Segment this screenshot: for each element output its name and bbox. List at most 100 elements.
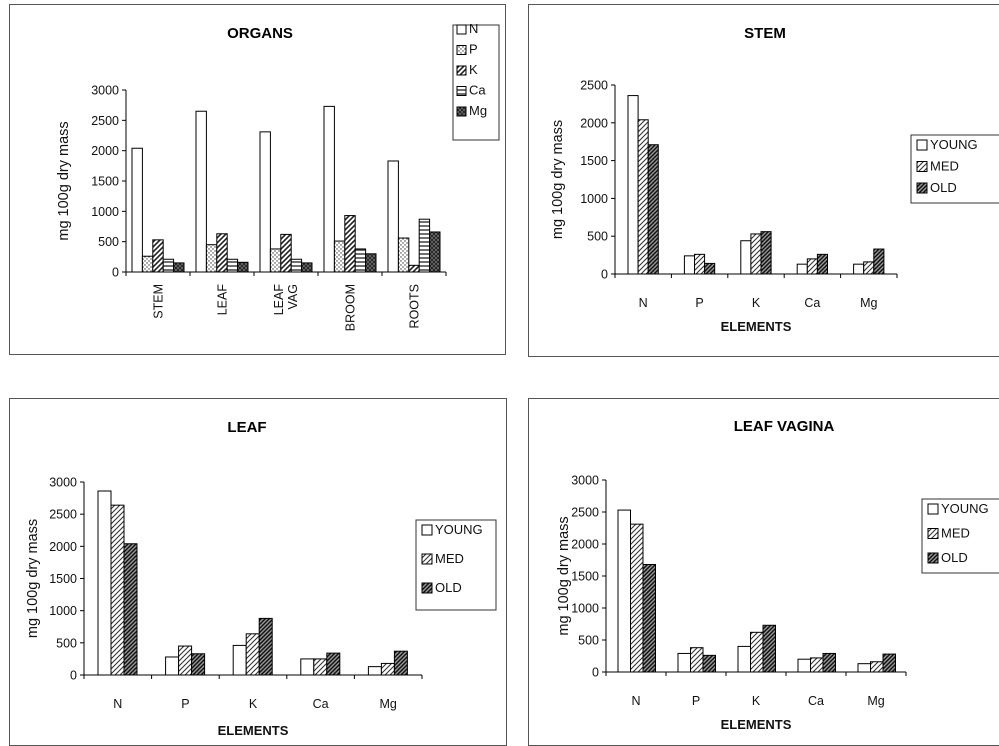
organs-bar-p-leaf	[205, 244, 218, 273]
leaf-vagina-y-tick-label: 2500	[571, 506, 599, 520]
leaf-vagina-bar-med-mg	[870, 661, 884, 673]
organs-x-tick-label: LEAFVAG	[272, 284, 300, 316]
organs-bar-n-broom	[323, 105, 335, 273]
organs-x-tick-label: STEM	[152, 284, 166, 319]
leaf-bar-young-mg	[367, 666, 382, 676]
leaf-y-axis-label: mg 100g dry mass	[25, 519, 41, 638]
stem-bar-old-k	[760, 231, 772, 275]
organs-bar-k-leaf-vag	[280, 233, 292, 273]
organs-bar-k-broom	[344, 215, 356, 273]
organs-legend-label-ca: Ca	[469, 83, 486, 98]
organs-y-tick-label: 1500	[91, 175, 119, 189]
organs-legend-swatch-k	[456, 65, 467, 76]
stem-y-tick-label: 1500	[580, 154, 608, 168]
organs-bar-k-stem	[152, 239, 164, 273]
organs-bar-n-roots	[387, 160, 399, 273]
leaf-bar-old-mg	[393, 650, 408, 676]
stem-bar-young-k	[740, 240, 752, 275]
leaf-vagina-bar-old-p	[702, 654, 716, 673]
leaf-bar-young-p	[165, 656, 180, 676]
leaf-x-tick-label: Mg	[380, 697, 397, 711]
stem-bar-young-n	[627, 95, 639, 275]
leaf-vagina-bar-med-p	[690, 647, 704, 673]
leaf-vagina-y-axis-label: mg 100g dry mass	[556, 516, 572, 635]
organs-bar-n-leaf	[195, 110, 207, 273]
organs-bar-mg-roots	[429, 231, 441, 273]
leaf-title: LEAF	[227, 419, 266, 436]
leaf-y-tick-label: 2500	[49, 508, 77, 522]
leaf-vagina-legend-label-old: OLD	[941, 550, 968, 565]
leaf-vagina-legend-label-young: YOUNG	[941, 501, 989, 516]
leaf-y-tick-label: 3000	[49, 476, 77, 490]
organs-bar-n-leaf-vag	[259, 131, 271, 273]
leaf-vagina-bar-young-ca	[797, 658, 811, 673]
organs-legend-swatch-mg	[456, 106, 467, 117]
organs-legend-box	[452, 24, 500, 141]
organs-x-tick-label: BROOM	[344, 284, 358, 331]
leaf-vagina-bar-young-n	[617, 509, 631, 673]
stem-bar-young-p	[683, 255, 696, 275]
organs-bar-k-roots	[408, 264, 420, 273]
leaf-legend-swatch-med	[421, 553, 433, 565]
stem-legend-label-young: YOUNG	[930, 137, 978, 152]
organs-y-tick-label: 2500	[91, 114, 119, 128]
stem-x-tick-label: K	[752, 296, 761, 310]
organs-legend-label-mg: Mg	[469, 103, 487, 118]
organs-legend-swatch-n	[456, 24, 467, 35]
leaf-bar-med-n	[110, 504, 125, 676]
organs-bar-k-leaf	[216, 233, 228, 273]
stem-y-tick-label: 1000	[580, 192, 608, 206]
leaf-bar-old-k	[258, 617, 273, 676]
stem-bar-med-ca	[806, 258, 818, 275]
leaf-x-tick-label: K	[249, 697, 258, 711]
organs-bar-ca-roots	[418, 218, 431, 273]
organs-legend-swatch-p	[456, 45, 467, 55]
organs-bar-p-stem	[141, 255, 154, 273]
leaf-bar-med-ca	[313, 658, 328, 676]
organs-legend-label-n: N	[469, 21, 478, 36]
organs-y-tick-label: 1000	[91, 205, 119, 219]
stem-x-tick-label: Mg	[860, 296, 877, 310]
leaf-vagina-legend-label-med: MED	[941, 526, 970, 541]
organs-x-tick-label: LEAF	[216, 284, 230, 316]
leaf-x-axis-label: ELEMENTS	[218, 723, 289, 738]
organs-bar-ca-leaf-vag	[290, 258, 303, 273]
leaf-vagina-bar-med-n	[630, 523, 644, 673]
stem-bar-med-p	[694, 253, 706, 275]
organs-y-tick-label: 0	[112, 266, 119, 280]
leaf-vagina-bar-old-n	[642, 563, 656, 673]
leaf-vagina-x-tick-label: Mg	[867, 694, 884, 708]
leaf-vagina-legend-swatch-young	[927, 503, 939, 515]
organs-x-tick-label: ROOTS	[408, 284, 422, 328]
organs-bar-p-leaf-vag	[269, 248, 282, 273]
organs-bar-n-stem	[131, 147, 143, 273]
leaf-legend-swatch-young	[421, 524, 433, 536]
organs-bar-mg-broom	[365, 253, 377, 273]
stem-bar-med-mg	[863, 261, 875, 275]
stem-bar-old-ca	[816, 253, 829, 275]
organs-bar-mg-leaf	[237, 261, 249, 273]
leaf-y-tick-label: 500	[56, 636, 77, 650]
leaf-legend-label-med: MED	[435, 551, 464, 566]
stem-x-axis-label: ELEMENTS	[721, 319, 792, 334]
stem-bar-old-p	[704, 262, 716, 275]
leaf-vagina-bar-young-k	[737, 645, 751, 673]
organs-bar-ca-broom	[354, 248, 367, 273]
stem-x-tick-label: N	[639, 296, 648, 310]
organs-bar-mg-stem	[173, 262, 185, 273]
leaf-x-tick-label: Ca	[313, 697, 329, 711]
leaf-vagina-x-tick-label: Ca	[808, 694, 824, 708]
leaf-vagina-x-axis-label: ELEMENTS	[721, 717, 792, 732]
stem-y-tick-label: 2000	[580, 116, 608, 130]
organs-bar-p-broom	[333, 240, 346, 273]
leaf-vagina-legend-swatch-old	[927, 552, 939, 564]
stem-bar-old-n	[647, 144, 659, 275]
organs-legend-swatch-ca	[456, 86, 467, 96]
stem-legend-swatch-med	[916, 161, 928, 172]
leaf-vagina-x-tick-label: K	[752, 694, 761, 708]
leaf-x-tick-label: N	[113, 697, 122, 711]
stem-y-tick-label: 500	[587, 230, 608, 244]
leaf-bar-old-p	[191, 653, 206, 676]
leaf-bar-med-mg	[380, 662, 395, 676]
